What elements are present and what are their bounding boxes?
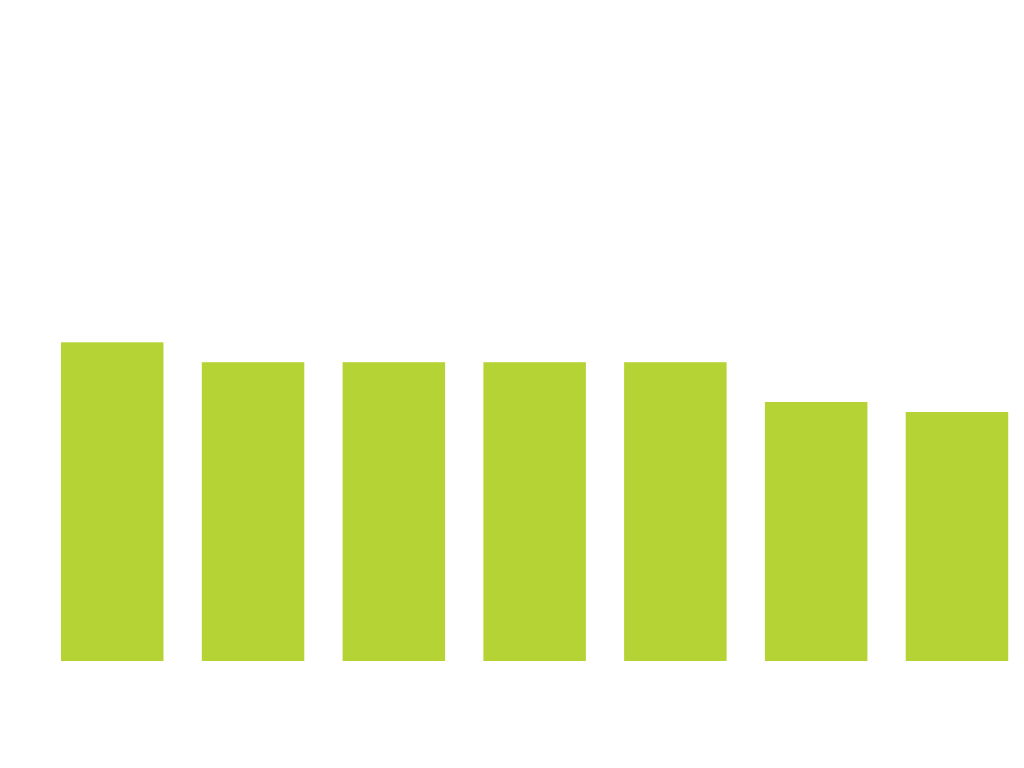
bars-group bbox=[61, 342, 1009, 661]
bar-5 bbox=[624, 362, 727, 661]
bar-2 bbox=[201, 362, 305, 661]
bar-1 bbox=[61, 342, 164, 661]
bar-4 bbox=[483, 362, 586, 661]
bar-6 bbox=[764, 402, 868, 661]
bar-7 bbox=[905, 412, 1009, 661]
bar-3 bbox=[342, 362, 446, 661]
